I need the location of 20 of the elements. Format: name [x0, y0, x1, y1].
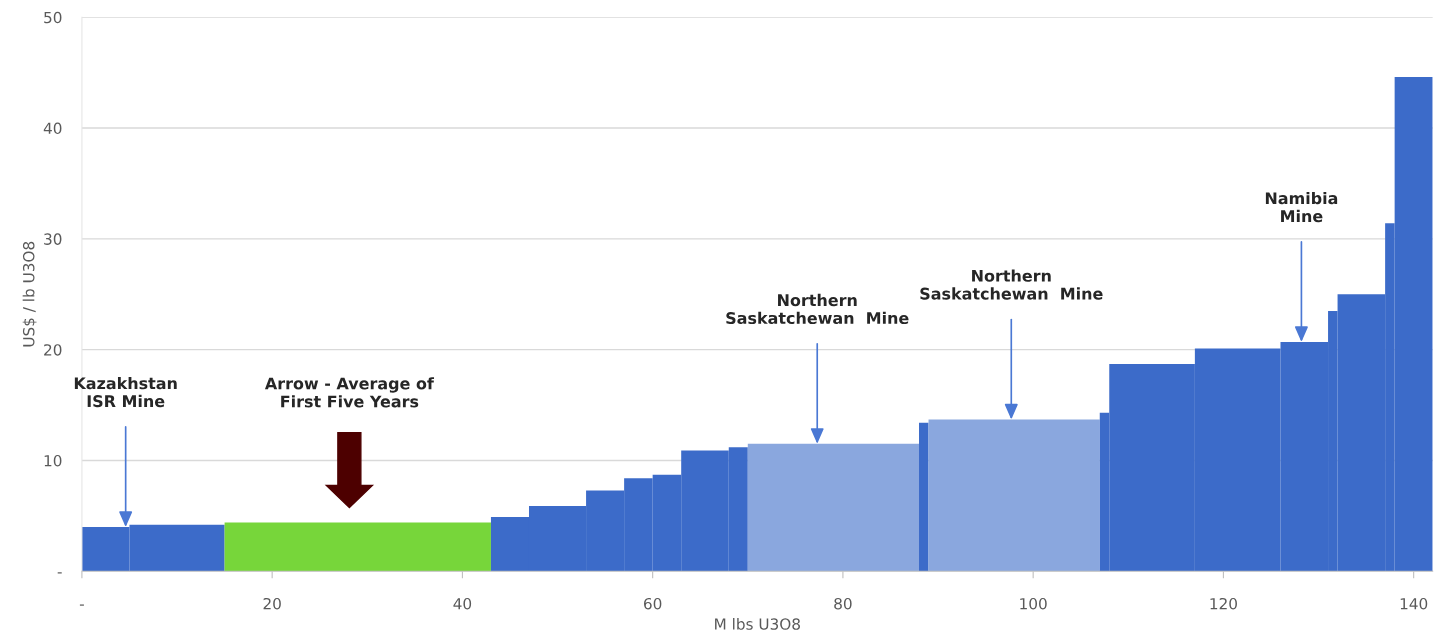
- y-tick-label: -: [57, 572, 62, 574]
- x-tick-label: 20: [263, 597, 281, 610]
- annotation: Northern Saskatchewan Mine: [726, 293, 909, 325]
- y-tick-label: 40: [43, 122, 62, 135]
- annotation: Kazakhstan ISR Mine: [74, 376, 177, 408]
- y-tick-label: 50: [44, 11, 62, 24]
- y-tick-label: 20: [44, 344, 62, 356]
- x-axis-title: M lbs U3O8: [715, 618, 800, 630]
- annotation: Namibia Mine: [1265, 191, 1338, 223]
- y-tick-label: 10: [44, 454, 62, 467]
- annotation: Northern Saskatchewan Mine: [920, 269, 1103, 300]
- x-tick-label: 80: [834, 597, 852, 610]
- x-tick-label: 40: [453, 597, 472, 610]
- x-tick-label: 140: [1400, 597, 1428, 610]
- annotation: Arrow - Average of First Five Years: [264, 377, 435, 408]
- y-axis-title: US$ / lb U3O8: [22, 241, 37, 347]
- x-tick-label: 60: [644, 597, 662, 610]
- y-tick-label: 30: [44, 233, 62, 245]
- x-tick-label: 100: [1020, 597, 1047, 610]
- x-tick-label: 120: [1210, 597, 1237, 610]
